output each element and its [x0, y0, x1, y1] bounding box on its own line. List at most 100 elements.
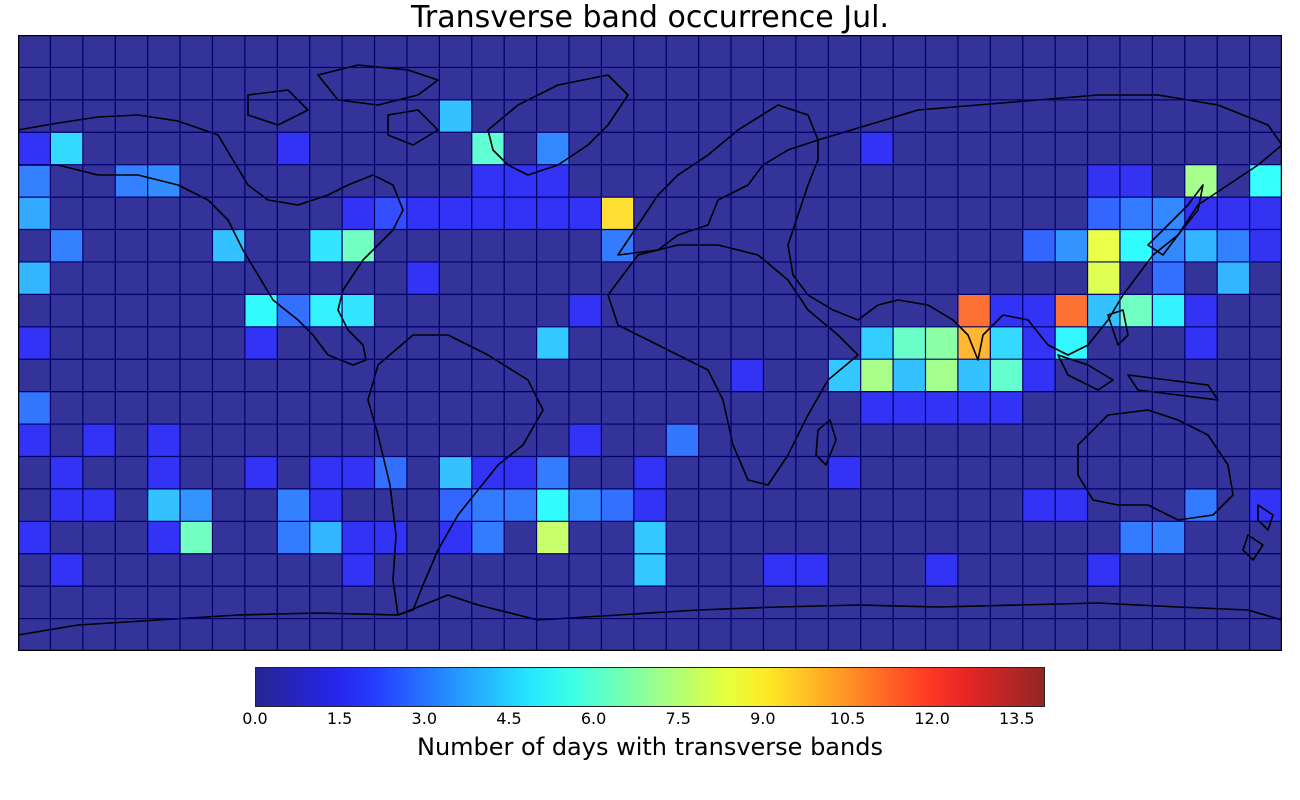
heatmap-cell [633, 197, 667, 231]
heatmap-cell [374, 35, 408, 68]
heatmap-cell [666, 488, 700, 522]
heatmap-cell [18, 586, 51, 620]
heatmap-cell [990, 391, 1024, 425]
heatmap-cell [342, 197, 376, 231]
heatmap-cell [471, 456, 505, 490]
heatmap-cell [633, 359, 667, 393]
heatmap-cell [342, 456, 376, 490]
heatmap-cell [601, 132, 635, 166]
heatmap-cell [1249, 586, 1282, 620]
heatmap-cell [698, 488, 732, 522]
heatmap-cell [990, 553, 1024, 587]
heatmap-cell [568, 261, 602, 295]
heatmap-cell [180, 488, 213, 522]
heatmap-cell [82, 424, 116, 457]
heatmap-cell [244, 553, 278, 587]
heatmap-cell [309, 456, 343, 490]
heatmap-cell [633, 326, 667, 360]
heatmap-cell [1022, 132, 1056, 166]
heatmap-cell [536, 424, 570, 457]
heatmap-cell [342, 132, 376, 166]
heatmap-cell [374, 164, 408, 198]
heatmap-cell [763, 164, 797, 198]
heatmap-cell [957, 586, 991, 620]
heatmap-cell [957, 488, 991, 522]
heatmap-cell [1055, 391, 1089, 425]
heatmap-cell [212, 229, 246, 263]
heatmap-cell [731, 618, 764, 651]
heatmap-cell [147, 197, 181, 231]
heatmap-cell [666, 326, 700, 360]
heatmap-cell [406, 164, 440, 198]
heatmap-cell [1022, 488, 1056, 522]
heatmap-cell [1184, 132, 1218, 166]
heatmap-cell [439, 261, 473, 295]
heatmap-cell [957, 132, 991, 166]
heatmap-cell [1087, 229, 1121, 263]
heatmap-cell [50, 553, 84, 587]
heatmap-cell [1119, 553, 1153, 587]
heatmap-cell [439, 197, 473, 231]
heatmap-cell [1152, 391, 1186, 425]
heatmap-cell [406, 35, 440, 68]
heatmap-cell [1217, 197, 1251, 231]
heatmap-cell [698, 618, 732, 651]
heatmap-cell [633, 294, 667, 328]
heatmap-cell [568, 618, 602, 651]
heatmap-cell [568, 424, 602, 457]
heatmap-cell [1119, 99, 1153, 133]
heatmap-cell [82, 391, 116, 425]
heatmap-cell [1217, 424, 1251, 457]
heatmap-cell [1022, 424, 1056, 457]
heatmap-cell [536, 488, 570, 522]
heatmap-cell [504, 35, 538, 68]
heatmap-cell [957, 553, 991, 587]
heatmap-cell [536, 618, 570, 651]
heatmap-cell [990, 424, 1024, 457]
heatmap-cell [1152, 553, 1186, 587]
heatmap-cell [990, 586, 1024, 620]
heatmap-cell [763, 424, 797, 457]
heatmap-cell [1087, 132, 1121, 166]
heatmap-cell [115, 618, 149, 651]
heatmap-cell [536, 553, 570, 587]
heatmap-cell [601, 359, 635, 393]
colorbar-tick-label: 9.0 [750, 709, 776, 728]
heatmap-cell [244, 35, 278, 68]
heatmap-cell [925, 456, 959, 490]
heatmap-cell [957, 294, 991, 328]
heatmap-cell [1119, 456, 1153, 490]
heatmap-cell [957, 424, 991, 457]
heatmap-cell [1152, 488, 1186, 522]
coastline-se-asia-islands [1057, 309, 1219, 401]
heatmap-cell [504, 586, 538, 620]
heatmap-cell [18, 456, 51, 490]
heatmap-cell [666, 99, 700, 133]
heatmap-cell [1022, 586, 1056, 620]
heatmap-cell [698, 99, 732, 133]
heatmap-cell [666, 521, 700, 555]
heatmap-cell [1184, 618, 1218, 651]
heatmap-cell [18, 553, 51, 587]
heatmap-cell [763, 99, 797, 133]
heatmap-cell [50, 618, 84, 651]
heatmap-cell [180, 391, 213, 425]
heatmap-cell [568, 99, 602, 133]
heatmap-cell [115, 164, 149, 198]
heatmap-cell [1249, 521, 1282, 555]
heatmap-cell [406, 521, 440, 555]
heatmap-cell [536, 99, 570, 133]
heatmap-cell [698, 294, 732, 328]
heatmap-cell [277, 164, 311, 198]
heatmap-cell [763, 618, 797, 651]
heatmap-cell [82, 35, 116, 68]
heatmap-cell [342, 294, 376, 328]
heatmap-cell [1152, 294, 1186, 328]
heatmap-cell [568, 35, 602, 68]
heatmap-cell [212, 35, 246, 68]
heatmap-cell [180, 326, 213, 360]
heatmap-cell [1152, 326, 1186, 360]
heatmap-cell [180, 294, 213, 328]
heatmap-cell [990, 618, 1024, 651]
heatmap-cell [471, 359, 505, 393]
